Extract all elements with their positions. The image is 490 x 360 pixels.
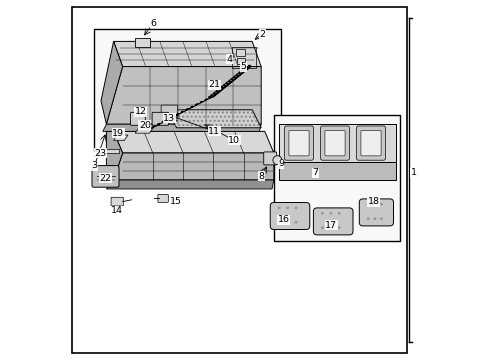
Text: 22: 22: [99, 174, 112, 183]
FancyBboxPatch shape: [361, 130, 381, 156]
Polygon shape: [106, 67, 261, 124]
Circle shape: [380, 203, 383, 206]
Polygon shape: [106, 131, 122, 184]
Polygon shape: [101, 41, 122, 124]
Polygon shape: [279, 124, 396, 162]
Polygon shape: [279, 162, 396, 180]
Circle shape: [286, 207, 289, 210]
FancyBboxPatch shape: [158, 194, 169, 202]
Polygon shape: [103, 124, 261, 131]
Text: 7: 7: [312, 168, 318, 177]
Circle shape: [367, 203, 370, 206]
FancyBboxPatch shape: [314, 208, 353, 235]
Circle shape: [373, 203, 376, 206]
FancyBboxPatch shape: [130, 112, 145, 125]
Text: 18: 18: [368, 197, 380, 206]
Text: 5: 5: [240, 62, 246, 71]
Polygon shape: [114, 135, 128, 140]
FancyBboxPatch shape: [270, 202, 310, 230]
Bar: [94, 29, 281, 151]
Bar: [99, 149, 119, 153]
Bar: [236, 49, 245, 56]
FancyBboxPatch shape: [289, 130, 309, 156]
Circle shape: [278, 221, 281, 224]
FancyBboxPatch shape: [285, 126, 314, 160]
Circle shape: [329, 212, 332, 215]
FancyBboxPatch shape: [359, 199, 393, 226]
Circle shape: [373, 217, 376, 220]
Polygon shape: [168, 110, 261, 128]
Polygon shape: [114, 41, 261, 67]
FancyBboxPatch shape: [357, 126, 386, 160]
Text: 20: 20: [139, 121, 151, 130]
Text: 9: 9: [278, 159, 284, 168]
Circle shape: [380, 217, 383, 220]
Circle shape: [367, 217, 370, 220]
Ellipse shape: [273, 156, 282, 165]
Text: 6: 6: [150, 19, 156, 28]
Circle shape: [321, 212, 324, 215]
Text: 4: 4: [227, 55, 233, 64]
Polygon shape: [106, 180, 274, 189]
Text: 15: 15: [170, 197, 182, 206]
FancyBboxPatch shape: [152, 112, 169, 125]
FancyBboxPatch shape: [161, 105, 178, 118]
Text: 19: 19: [112, 129, 124, 138]
Text: 10: 10: [228, 136, 240, 145]
Text: 12: 12: [135, 107, 147, 116]
FancyBboxPatch shape: [264, 152, 277, 165]
Text: 17: 17: [325, 220, 338, 230]
Circle shape: [338, 212, 341, 215]
Text: 14: 14: [111, 206, 123, 215]
Text: 13: 13: [163, 114, 175, 122]
Polygon shape: [114, 153, 274, 180]
Circle shape: [294, 221, 297, 224]
Text: 2: 2: [259, 30, 265, 39]
FancyBboxPatch shape: [325, 130, 345, 156]
Text: 21: 21: [208, 80, 220, 89]
Polygon shape: [135, 128, 153, 133]
Bar: [232, 47, 256, 68]
Text: 11: 11: [208, 127, 220, 136]
FancyBboxPatch shape: [111, 197, 123, 206]
Circle shape: [338, 226, 341, 229]
Circle shape: [286, 221, 289, 224]
Polygon shape: [114, 131, 274, 153]
FancyBboxPatch shape: [92, 166, 119, 187]
Bar: [237, 58, 245, 64]
Bar: [135, 38, 149, 47]
Text: 1: 1: [411, 168, 416, 177]
Circle shape: [329, 226, 332, 229]
Circle shape: [321, 226, 324, 229]
Bar: [274, 115, 400, 241]
FancyBboxPatch shape: [320, 126, 349, 160]
Circle shape: [278, 207, 281, 210]
Text: 8: 8: [258, 172, 264, 181]
Text: 16: 16: [278, 215, 290, 224]
Circle shape: [294, 207, 297, 210]
Text: 3: 3: [92, 161, 98, 170]
Text: 23: 23: [94, 149, 106, 158]
